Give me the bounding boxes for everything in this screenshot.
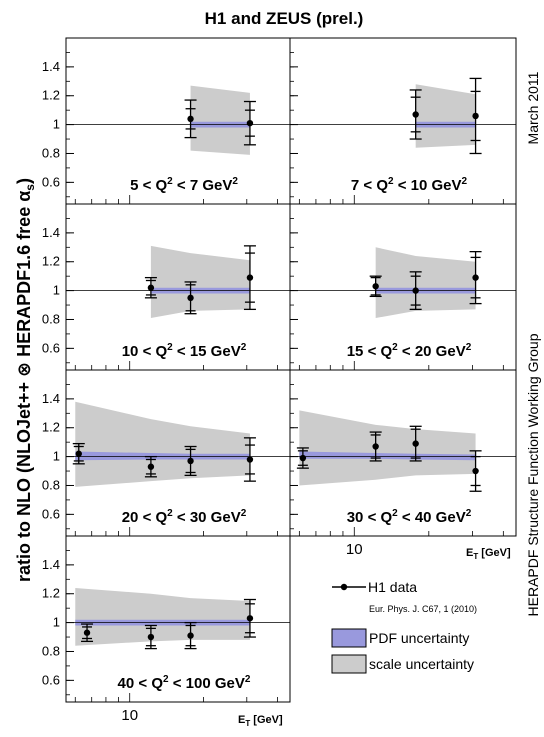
y-axis-label-subscript: s [23, 184, 37, 191]
scale-uncertainty-band [150, 245, 250, 319]
data-point [412, 440, 419, 447]
legend-reference: Eur. Phys. J. C67, 1 (2010) [369, 604, 477, 614]
panel-4: 15 < Q2 < 20 GeV2 [289, 203, 517, 371]
x-tick-label: 10 [346, 541, 363, 558]
legend-pdf-swatch [331, 628, 367, 648]
legend-scale-label: scale uncertainty [369, 656, 474, 672]
q2-range-label: 7 < Q2 < 10 GeV2 [351, 176, 468, 194]
y-tick-label: 1 [53, 615, 60, 630]
chart-title: H1 and ZEUS (prel.) [205, 9, 364, 28]
scale-uncertainty-band [190, 85, 250, 155]
y-tick-label: 0.6 [42, 672, 60, 687]
y-tick-label: 0.8 [42, 477, 60, 492]
q2-range-label: 30 < Q2 < 40 GeV2 [347, 508, 472, 526]
y-tick-label: 1.4 [42, 225, 60, 240]
data-point [246, 274, 254, 281]
y-axis-label-prefix: ratio to NLO (NLOJet++ [14, 377, 34, 582]
y-tick-label: 0.8 [42, 311, 60, 326]
data-point [372, 443, 379, 450]
data-point [372, 283, 379, 290]
x-axis-label-bottom: ET [GeV] [238, 714, 283, 728]
y-tick-label: 1.4 [42, 391, 60, 406]
panel-frame [65, 535, 291, 703]
date-label: March 2011 [525, 71, 541, 144]
y-tick-label: 1.2 [42, 586, 60, 601]
data-point [187, 294, 194, 302]
y-axis-label-suffix: HERAPDF1.6 free α [14, 191, 34, 362]
legend-data-label: H1 data [368, 579, 417, 595]
panel-6: 10 30 < Q2 < 40 GeV2 [289, 369, 517, 558]
scale-uncertainty-band [299, 410, 476, 486]
pdf-uncertainty-band [299, 451, 476, 461]
legend-pdf-label: PDF uncertainty [369, 630, 469, 646]
y-axis-label: ratio to NLO (NLOJet++ ⊗ HERAPDF1.6 free… [14, 178, 37, 582]
y-tick-label: 0.6 [42, 506, 60, 521]
data-point [75, 450, 82, 457]
data-point [412, 111, 419, 118]
q2-range-label: 40 < Q2 < 100 GeV2 [118, 674, 251, 692]
panel-2: 7 < Q2 < 10 GeV2 [289, 37, 517, 205]
y-tick-label: 1.4 [42, 59, 60, 74]
pdf-uncertainty-band [75, 451, 250, 461]
otimes-symbol: ⊗ [14, 362, 34, 377]
panel-1: 0.6 0.8 1 1.2 1.4 5 < Q2 < 7 GeV2 [42, 37, 291, 205]
scale-uncertainty-band [415, 84, 476, 148]
data-point [147, 284, 155, 291]
q2-range-label: 10 < Q2 < 15 GeV2 [122, 342, 247, 360]
legend-scale-swatch [331, 654, 367, 674]
scale-uncertainty-band [375, 247, 476, 319]
legend: H1 data Eur. Phys. J. C67, 1 (2010) PDF … [331, 579, 477, 674]
y-tick-label: 1.4 [42, 557, 60, 572]
y-tick-label: 0.8 [42, 145, 60, 160]
q2-range-label: 20 < Q2 < 30 GeV2 [122, 508, 247, 526]
data-point [187, 632, 194, 639]
y-tick-label: 1 [53, 449, 60, 464]
x-axis-label-right: ET [GeV] [466, 547, 511, 561]
y-tick-label: 0.6 [42, 340, 60, 355]
data-point [472, 274, 479, 281]
q2-range-label: 15 < Q2 < 20 GeV2 [347, 342, 472, 360]
data-point [147, 463, 155, 470]
y-tick-label: 1.2 [42, 88, 60, 103]
data-point [246, 119, 254, 127]
panel-3: 0.6 0.8 1 1.2 1.4 10 < Q2 < 15 GeV2 [42, 203, 291, 371]
q2-range-label: 5 < Q2 < 7 GeV2 [130, 176, 238, 194]
y-tick-label: 0.8 [42, 643, 60, 658]
data-point [83, 629, 91, 636]
group-label: HERAPDF Structure Function Working Group [525, 333, 541, 616]
data-point [299, 454, 307, 462]
data-point [246, 456, 254, 463]
y-tick-label: 1 [53, 283, 60, 298]
scale-uncertainty-band [75, 401, 250, 487]
data-point [187, 457, 194, 465]
y-tick-label: 1.2 [42, 254, 60, 269]
data-point [412, 287, 419, 294]
data-point [147, 633, 155, 641]
panel-7: 0.6 0.8 1 1.2 1.4 10 40 < Q2 < 100 GeV2 [42, 535, 291, 724]
data-point [472, 112, 479, 120]
scale-uncertainty-band [75, 587, 250, 646]
data-point [187, 115, 194, 123]
panels-group: 0.6 0.8 1 1.2 1.4 5 < Q2 < 7 GeV2 7 < Q2 < 10 … [42, 37, 517, 724]
y-axis-label-close: ) [14, 178, 34, 184]
y-tick-label: 0.6 [42, 174, 60, 189]
panel-5: 0.6 0.8 1 1.2 1.4 20 < Q2 < 30 GeV2 [42, 369, 291, 537]
legend-data-marker [340, 583, 348, 591]
y-tick-label: 1.2 [42, 420, 60, 435]
panel-frame [289, 369, 517, 537]
data-point [246, 615, 254, 622]
y-tick-label: 1 [53, 117, 60, 132]
data-point [472, 467, 479, 475]
x-tick-label: 10 [121, 707, 138, 724]
